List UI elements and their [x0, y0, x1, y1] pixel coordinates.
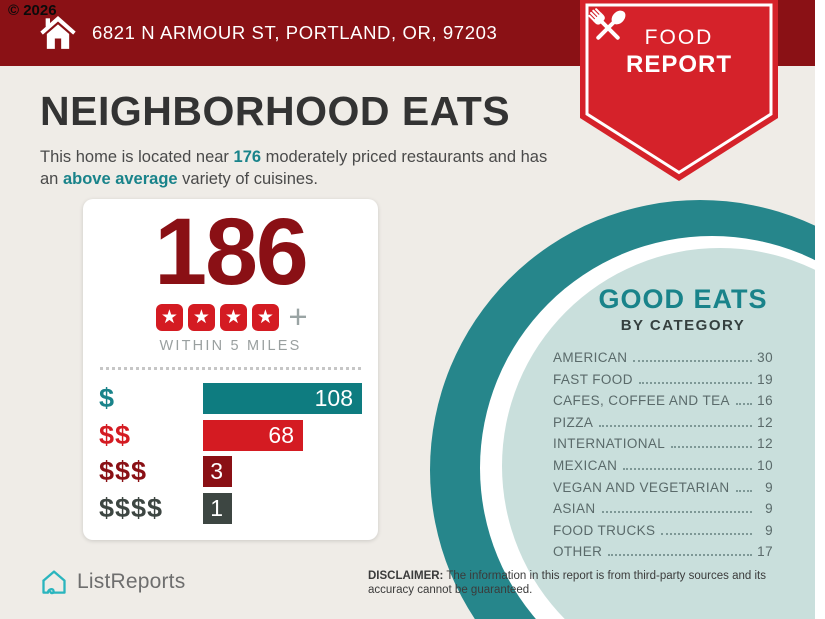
headline-section: NEIGHBORHOOD EATS This home is located n…: [40, 88, 580, 190]
category-row: VEGAN AND VEGETARIAN 9: [553, 480, 773, 502]
dot-leader: [608, 554, 752, 557]
category-value: 17: [757, 544, 773, 560]
copyright-text: © 2026: [8, 2, 57, 19]
page-title: NEIGHBORHOOD EATS: [40, 88, 511, 134]
dot-leader: [661, 532, 752, 535]
bar-row: $$ 68: [99, 419, 362, 451]
good-eats-subtitle: BY CATEGORY: [620, 317, 746, 334]
restaurant-stats-card: 186 ★ ★ ★ ★ + WITHIN 5 MILES $ 108 $$ 68…: [83, 199, 378, 540]
bar: 68: [203, 419, 303, 451]
dot-leader: [735, 489, 752, 492]
star-icon: ★: [155, 303, 183, 331]
food-report-badge: FOOD REPORT: [580, 0, 778, 186]
category-value: 9: [765, 479, 773, 495]
bar: 108: [203, 383, 362, 414]
category-row: FOOD TRUCKS 9: [553, 523, 773, 545]
category-name: FAST FOOD: [553, 371, 633, 387]
category-name: ASIAN: [553, 501, 596, 517]
category-value: 9: [765, 522, 773, 538]
right-margin-strip: [815, 0, 825, 619]
dot-leader: [599, 424, 752, 427]
category-value: 30: [757, 350, 773, 365]
listreports-house-icon: [42, 570, 66, 595]
total-restaurant-count: 186: [154, 199, 309, 305]
badge-title: FOOD REPORT: [580, 0, 778, 79]
category-row: ASIAN 9: [553, 501, 773, 523]
restaurant-count-inline: 176: [233, 148, 262, 166]
bar-row: $ 108: [99, 383, 362, 414]
intro-paragraph: This home is located near 176 moderately…: [40, 146, 548, 190]
disclaimer-label: DISCLAIMER:: [368, 570, 444, 582]
category-list: AMERICAN 30 FAST FOOD 19 CAFES, COFFEE AND…: [533, 350, 825, 566]
category-name: CAFES, COFFEE AND TEA: [553, 393, 730, 409]
category-name: FOOD TRUCKS: [553, 522, 656, 538]
intro-part3: variety of cuisines.: [177, 170, 318, 188]
plus-sign: +: [288, 298, 308, 335]
category-name: MEXICAN: [553, 457, 618, 473]
badge-line1: FOOD: [644, 26, 714, 49]
dot-leader: [638, 381, 752, 384]
disclaimer-body: The information in this report is from t…: [368, 570, 766, 596]
category-value: 12: [757, 414, 773, 430]
category-row: MEXICAN 10: [553, 458, 773, 480]
category-value: 12: [757, 436, 773, 452]
star-icon: ★: [219, 303, 247, 331]
dotted-divider: [100, 367, 361, 370]
star-icon: ★: [251, 303, 279, 331]
property-address: 6821 N ARMOUR ST, PORTLAND, OR, 97203: [92, 22, 498, 43]
category-name: INTERNATIONAL: [553, 436, 666, 452]
category-name: AMERICAN: [553, 350, 628, 365]
good-eats-panel: GOOD EATS BY CATEGORY AMERICAN 30 FAST FO…: [533, 284, 825, 566]
dot-leader: [601, 511, 752, 514]
disclaimer-text: DISCLAIMER: The information in this repo…: [368, 570, 788, 597]
category-name: VEGAN AND VEGETARIAN: [553, 479, 730, 495]
bar: 3: [203, 456, 232, 487]
category-row: AMERICAN 30: [553, 350, 773, 372]
ribbon-shape: [580, 0, 778, 181]
variety-highlight: above average: [62, 170, 178, 188]
price-tier-bar-chart: $ 108 $$ 68 $$$ 3 $$$$ 1: [99, 383, 362, 524]
category-row: OTHER 17: [553, 544, 773, 566]
category-row: CAFES, COFFEE AND TEA 16: [553, 393, 773, 415]
category-value: 16: [757, 393, 773, 409]
category-name: OTHER: [553, 544, 603, 560]
home-icon: [40, 16, 76, 49]
dot-leader: [633, 360, 752, 362]
listreports-logo: ListReports: [40, 568, 185, 596]
price-tier-label: $$$$: [99, 492, 164, 523]
dot-leader: [623, 467, 752, 470]
category-name: PIZZA: [553, 414, 594, 430]
dot-leader: [735, 403, 752, 406]
category-row: PIZZA 12: [553, 415, 773, 437]
dot-leader: [671, 446, 752, 449]
category-row: FAST FOOD 19: [553, 372, 773, 394]
badge-line2: REPORT: [625, 51, 732, 78]
star-icon: ★: [187, 303, 215, 331]
bar-row: $$$ 3: [99, 456, 362, 487]
category-value: 9: [765, 501, 773, 517]
radius-label: WITHIN 5 MILES: [159, 338, 302, 354]
intro-part1: This home is located near: [40, 148, 234, 166]
price-tier-label: $$: [99, 419, 132, 450]
category-value: 10: [757, 457, 773, 473]
crossed-spoon-fork-icon: [588, 8, 626, 40]
category-value: 19: [757, 371, 773, 387]
bar-row: $$$$ 1: [99, 492, 362, 524]
price-tier-label: $$$: [99, 456, 148, 486]
price-tier-label: $: [99, 383, 116, 413]
good-eats-title: GOOD EATS: [598, 284, 768, 314]
bar: 1: [203, 492, 232, 524]
brand-name: ListReports: [77, 570, 186, 593]
category-row: INTERNATIONAL 12: [553, 436, 773, 458]
intro-part2: moderately priced restaurants and has an: [40, 148, 548, 188]
star-rating: ★ ★ ★ ★ +: [99, 298, 362, 335]
